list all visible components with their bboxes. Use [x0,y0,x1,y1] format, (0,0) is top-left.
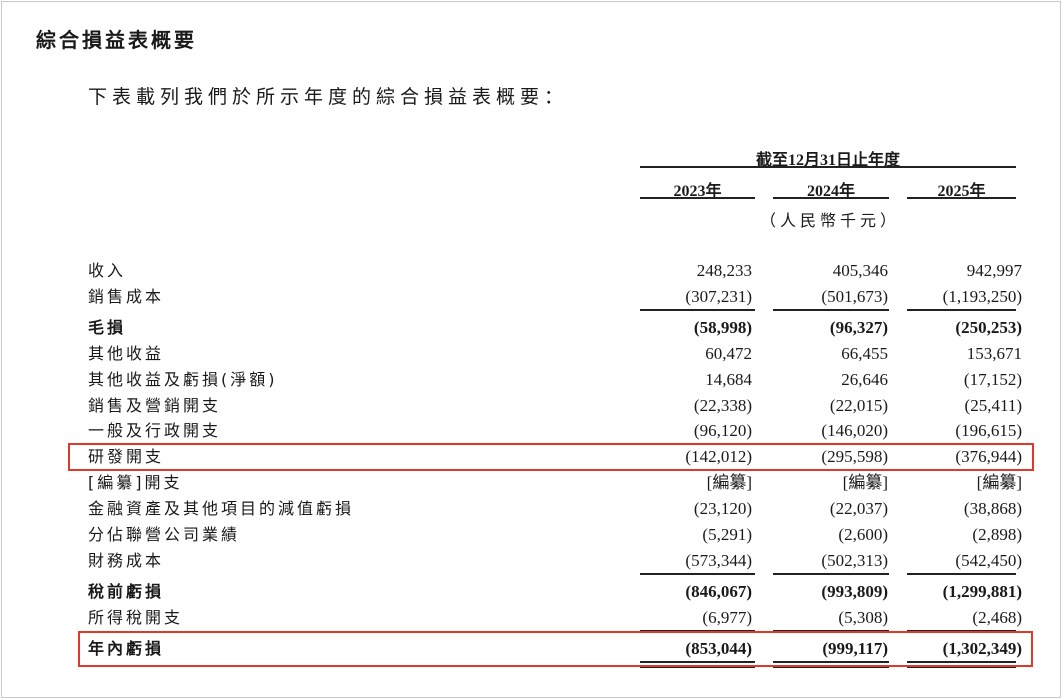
value-2025: (1,302,349) [942,639,1022,658]
value-2025: (542,450) [955,551,1022,570]
subtotal-underline [640,309,755,311]
value-2023: (6,977) [702,608,752,627]
row-label: 銷售成本 [88,287,165,306]
value-2024: [編纂] [842,473,888,492]
table-row: 銷售及營銷開支 (22,338) (22,015) (25,411) [0,393,1062,419]
value-2025: (2,468) [972,608,1022,627]
value-2023: (58,998) [693,318,752,337]
highlight-box [78,631,1033,667]
value-2024: (993,809) [821,582,888,601]
value-2023: 60,472 [705,344,752,363]
year-underline [907,197,1016,199]
value-2025: [編纂] [976,473,1022,492]
value-2023: (142,012) [685,447,752,466]
subtotal-underline [773,309,889,311]
period-header: 截至12月31日止年度 [755,152,900,169]
value-2024: (295,598) [821,447,888,466]
value-2025: (1,193,250) [942,287,1022,306]
unit-label: （人民幣千元） [759,211,900,230]
value-2024: (5,308) [838,608,888,627]
table-row: 其他收益及虧損(淨額) 14,684 26,646 (17,152) [0,367,1062,393]
row-label: 其他收益及虧損(淨額) [88,370,278,389]
value-2024: (146,020) [821,421,888,440]
year-header-2023: 2023年 [673,183,722,200]
value-2023: [編纂] [706,473,752,492]
year-underline [773,197,889,199]
row-label: 毛損 [88,318,127,337]
subtotal-underline [907,573,1016,575]
table-row: 銷售成本 (307,231) (501,673) (1,193,250) [0,284,1062,310]
subtotal-underline [773,573,889,575]
row-label: 稅前虧損 [88,582,165,601]
value-2024: (22,015) [829,396,888,415]
value-2024: (502,313) [821,551,888,570]
value-2023: (96,120) [693,421,752,440]
table-row: 所得稅開支 (6,977) (5,308) (2,468) [0,605,1062,631]
value-2025: (17,152) [963,370,1022,389]
value-2023: (23,120) [693,499,752,518]
row-label: 財務成本 [88,551,165,570]
table-row: 稅前虧損 (846,067) (993,809) (1,299,881) [0,579,1062,605]
value-2023: (307,231) [685,287,752,306]
value-2024: 26,646 [841,370,888,389]
table-row: 年內虧損 (853,044) (999,117) (1,302,349) [0,636,1062,662]
double-underline [773,661,889,668]
row-label: 銷售及營銷開支 [88,396,222,415]
subtotal-underline [640,573,755,575]
table-row: 金融資產及其他項目的減值虧損 (23,120) (22,037) (38,868) [0,496,1062,522]
value-2023: (853,044) [685,639,752,658]
value-2025: (196,615) [955,421,1022,440]
table-row: 其他收益 60,472 66,455 153,671 [0,341,1062,367]
period-underline [640,166,1016,168]
table-row: [編纂]開支 [編纂] [編纂] [編纂] [0,470,1062,496]
row-label: 收入 [88,261,127,280]
table-row: 分佔聯營公司業績 (5,291) (2,600) (2,898) [0,522,1062,548]
value-2024: (999,117) [822,639,888,658]
year-underline [640,197,755,199]
row-label: 所得稅開支 [88,608,184,627]
value-2023: (573,344) [685,551,752,570]
section-title: 綜合損益表概要 [36,28,197,52]
row-label: 金融資產及其他項目的減值虧損 [88,499,355,518]
value-2025: 942,997 [966,261,1022,280]
value-2025: (376,944) [955,447,1022,466]
row-label: 分佔聯營公司業績 [88,525,241,544]
value-2025: (1,299,881) [942,582,1022,601]
table-row: 毛損 (58,998) (96,327) (250,253) [0,315,1062,341]
table-row: 一般及行政開支 (96,120) (146,020) (196,615) [0,418,1062,444]
value-2024: (22,037) [829,499,888,518]
year-header-2024: 2024年 [806,183,855,200]
value-2023: 14,684 [705,370,752,389]
value-2025: (38,868) [963,499,1022,518]
value-2025: (2,898) [972,525,1022,544]
value-2024: 405,346 [832,261,888,280]
row-label: 其他收益 [88,344,165,363]
row-label: 一般及行政開支 [88,421,222,440]
year-header-2025: 2025年 [937,183,986,200]
double-underline [640,661,755,668]
value-2025: (25,411) [964,396,1022,415]
intro-text: 下表載列我們於所示年度的綜合損益表概要： [88,86,569,108]
table-row: 研發開支 (142,012) (295,598) (376,944) [0,444,1062,470]
value-2023: (846,067) [685,582,752,601]
value-2025: (250,253) [955,318,1022,337]
value-2024: (501,673) [821,287,888,306]
value-2025: 153,671 [966,344,1022,363]
value-2023: (22,338) [693,396,752,415]
table-row: 收入 248,233 405,346 942,997 [0,258,1062,284]
value-2024: 66,455 [841,344,888,363]
value-2024: (2,600) [838,525,888,544]
table-row: 財務成本 (573,344) (502,313) (542,450) [0,548,1062,574]
double-underline [907,661,1016,668]
value-2023: 248,233 [696,261,752,280]
value-2023: (5,291) [702,525,752,544]
highlight-box [68,443,1034,471]
row-label: [編纂]開支 [88,473,183,492]
row-label: 年內虧損 [88,639,165,658]
value-2024: (96,327) [829,318,888,337]
subtotal-underline [907,309,1016,311]
row-label: 研發開支 [88,447,165,466]
